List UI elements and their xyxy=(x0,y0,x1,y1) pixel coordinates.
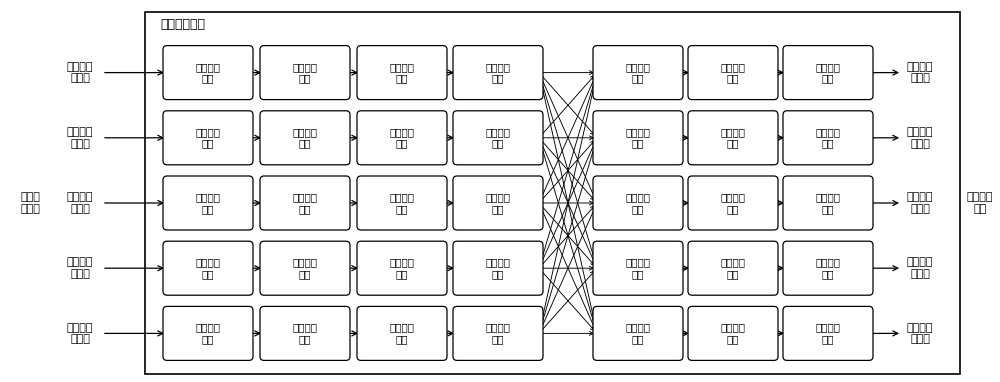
Text: 数据仲裁
模块: 数据仲裁 模块 xyxy=(626,62,650,83)
FancyBboxPatch shape xyxy=(260,306,350,360)
Text: 数据仲裁
模块: 数据仲裁 模块 xyxy=(626,323,650,344)
Text: 数据仲裁
模块: 数据仲裁 模块 xyxy=(626,257,650,279)
Text: 数据解码
模块: 数据解码 模块 xyxy=(292,62,318,83)
FancyBboxPatch shape xyxy=(357,111,447,165)
Text: 异步路由节点: 异步路由节点 xyxy=(160,18,205,31)
Text: 数据接收
模块: 数据接收 模块 xyxy=(196,257,220,279)
Text: 本地端口
输出端: 本地端口 输出端 xyxy=(907,192,933,214)
Text: 数据仲裁
模块: 数据仲裁 模块 xyxy=(626,192,650,214)
FancyBboxPatch shape xyxy=(593,241,683,295)
FancyBboxPatch shape xyxy=(453,111,543,165)
Text: 数据编码
模块: 数据编码 模块 xyxy=(720,127,746,149)
Text: 数据发送
模块: 数据发送 模块 xyxy=(815,323,840,344)
Text: 数据解码
模块: 数据解码 模块 xyxy=(292,192,318,214)
FancyBboxPatch shape xyxy=(688,111,778,165)
FancyBboxPatch shape xyxy=(688,241,778,295)
Text: 数据接收
模块: 数据接收 模块 xyxy=(196,323,220,344)
FancyBboxPatch shape xyxy=(593,176,683,230)
Text: 数据仲裁
模块: 数据仲裁 模块 xyxy=(626,127,650,149)
Text: 数据发送
模块: 数据发送 模块 xyxy=(815,62,840,83)
FancyBboxPatch shape xyxy=(593,45,683,100)
Text: 路由计算
模块: 路由计算 模块 xyxy=(389,192,414,214)
FancyBboxPatch shape xyxy=(357,45,447,100)
FancyBboxPatch shape xyxy=(453,306,543,360)
Text: 数据编码
模块: 数据编码 模块 xyxy=(720,257,746,279)
Text: 数据接收
模块: 数据接收 模块 xyxy=(196,127,220,149)
Text: 交叉开关
模块: 交叉开关 模块 xyxy=(486,127,511,149)
FancyBboxPatch shape xyxy=(163,176,253,230)
Text: 数据解码
模块: 数据解码 模块 xyxy=(292,323,318,344)
FancyBboxPatch shape xyxy=(260,241,350,295)
FancyBboxPatch shape xyxy=(453,241,543,295)
FancyBboxPatch shape xyxy=(163,306,253,360)
Text: 路由计算
模块: 路由计算 模块 xyxy=(389,257,414,279)
Text: 路由计算
模块: 路由计算 模块 xyxy=(389,127,414,149)
Text: 交叉开关
模块: 交叉开关 模块 xyxy=(486,192,511,214)
Text: 路由计算
模块: 路由计算 模块 xyxy=(389,62,414,83)
FancyBboxPatch shape xyxy=(260,111,350,165)
Text: 北向端口
输入端: 北向端口 输入端 xyxy=(67,323,93,344)
Text: 数据发送
模块: 数据发送 模块 xyxy=(815,127,840,149)
Text: 北向端口
输出端: 北向端口 输出端 xyxy=(907,323,933,344)
FancyBboxPatch shape xyxy=(783,111,873,165)
Text: 数据编码
模块: 数据编码 模块 xyxy=(720,192,746,214)
FancyBboxPatch shape xyxy=(783,176,873,230)
Text: 数据编码
模块: 数据编码 模块 xyxy=(720,62,746,83)
Text: 交叉开关
模块: 交叉开关 模块 xyxy=(486,257,511,279)
FancyBboxPatch shape xyxy=(783,306,873,360)
Text: 南向端口
输出端: 南向端口 输出端 xyxy=(907,257,933,279)
Text: 数据发送
模块: 数据发送 模块 xyxy=(815,192,840,214)
Text: 交叉开关
模块: 交叉开关 模块 xyxy=(486,62,511,83)
FancyBboxPatch shape xyxy=(688,176,778,230)
Text: 东向端口
输出端: 东向端口 输出端 xyxy=(907,62,933,83)
Text: 下游路由
节点: 下游路由 节点 xyxy=(967,192,993,214)
Text: 东向端口
输入端: 东向端口 输入端 xyxy=(67,62,93,83)
Text: 上游路
由节点: 上游路 由节点 xyxy=(20,192,40,214)
Text: 数据发送
模块: 数据发送 模块 xyxy=(815,257,840,279)
FancyBboxPatch shape xyxy=(163,45,253,100)
Text: 数据解码
模块: 数据解码 模块 xyxy=(292,257,318,279)
FancyBboxPatch shape xyxy=(593,306,683,360)
FancyBboxPatch shape xyxy=(688,306,778,360)
FancyBboxPatch shape xyxy=(163,111,253,165)
FancyBboxPatch shape xyxy=(260,45,350,100)
FancyBboxPatch shape xyxy=(357,176,447,230)
FancyBboxPatch shape xyxy=(453,45,543,100)
Text: 路由计算
模块: 路由计算 模块 xyxy=(389,323,414,344)
Text: 数据接收
模块: 数据接收 模块 xyxy=(196,62,220,83)
FancyBboxPatch shape xyxy=(260,176,350,230)
Text: 数据解码
模块: 数据解码 模块 xyxy=(292,127,318,149)
FancyBboxPatch shape xyxy=(783,241,873,295)
FancyBboxPatch shape xyxy=(783,45,873,100)
Text: 南向端口
输入端: 南向端口 输入端 xyxy=(67,257,93,279)
FancyBboxPatch shape xyxy=(357,241,447,295)
FancyBboxPatch shape xyxy=(163,241,253,295)
FancyBboxPatch shape xyxy=(357,306,447,360)
FancyBboxPatch shape xyxy=(593,111,683,165)
FancyBboxPatch shape xyxy=(453,176,543,230)
Text: 交叉开关
模块: 交叉开关 模块 xyxy=(486,323,511,344)
Text: 西向端口
输入端: 西向端口 输入端 xyxy=(67,127,93,149)
Text: 本地端口
输入端: 本地端口 输入端 xyxy=(67,192,93,214)
Text: 西向端口
输出端: 西向端口 输出端 xyxy=(907,127,933,149)
Text: 数据接收
模块: 数据接收 模块 xyxy=(196,192,220,214)
Text: 数据编码
模块: 数据编码 模块 xyxy=(720,323,746,344)
FancyBboxPatch shape xyxy=(688,45,778,100)
